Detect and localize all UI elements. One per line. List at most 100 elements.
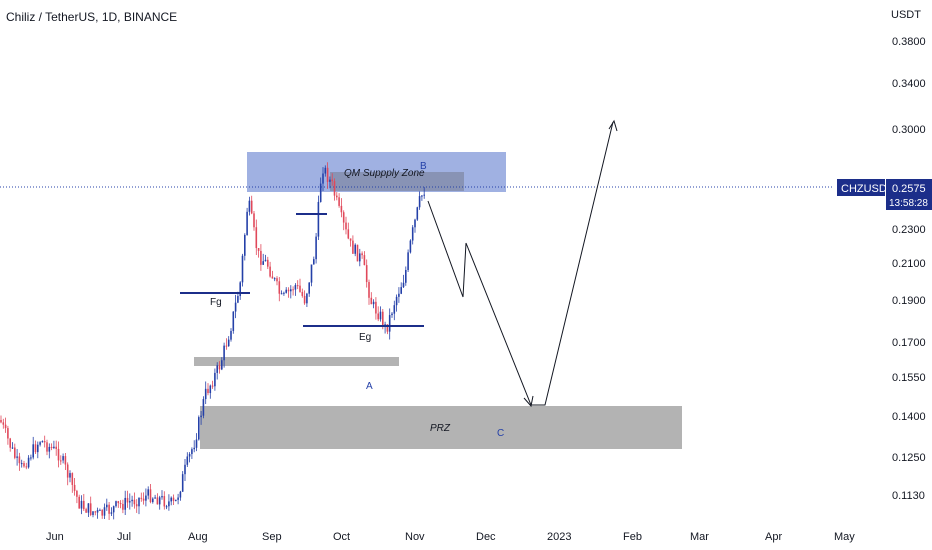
candle-body (416, 207, 419, 220)
candle-body (32, 444, 34, 458)
candle-body (145, 495, 147, 501)
x-tick: Apr (765, 531, 782, 543)
candle-body (14, 447, 16, 458)
candle-body (292, 289, 294, 291)
candle-body (218, 365, 221, 370)
candle-body (177, 497, 179, 500)
candle-body (368, 282, 370, 298)
candle-body (278, 281, 281, 294)
currency-label: USDT (891, 9, 921, 21)
candle-body (37, 444, 39, 453)
chart-title: Chiliz / TetherUS, 1D, BINANCE (6, 10, 178, 24)
candle-body (23, 463, 25, 467)
eg-label: Eg (359, 332, 371, 343)
candle-body (361, 253, 363, 256)
candle-body (246, 211, 248, 235)
candle-body (119, 503, 122, 505)
y-axis[interactable]: 0.3800 0.3400 0.3000 0.2300 0.2100 0.190… (892, 36, 926, 502)
candle-body (232, 311, 235, 331)
candle-body (168, 501, 170, 507)
candle-body (204, 388, 207, 400)
point-c-label: C (497, 428, 504, 439)
candle-body (340, 205, 343, 213)
candle-body (20, 463, 23, 465)
candle-body (329, 179, 331, 182)
x-axis[interactable]: Jun Jul Aug Sep Oct Nov Dec 2023 Feb Mar… (46, 531, 855, 543)
support-zone (194, 357, 399, 366)
candle-body (0, 420, 2, 423)
candle-body (283, 292, 285, 294)
candle-body (214, 372, 216, 387)
point-b-label: B (420, 161, 427, 172)
candle-body (76, 490, 78, 497)
candle-body (393, 305, 396, 314)
candle-body (193, 447, 195, 450)
candle-body (280, 293, 283, 295)
candle-body (221, 360, 223, 370)
candle-body (267, 259, 269, 267)
candle-body (257, 248, 260, 251)
candle-body (250, 200, 253, 214)
candle-body (103, 507, 106, 516)
candle-body (131, 499, 133, 502)
candle-body (133, 499, 136, 505)
candle-body (7, 428, 9, 439)
candle-body (255, 227, 258, 249)
x-tick: Nov (405, 531, 425, 543)
candle-body (191, 449, 193, 455)
candle-body (356, 244, 359, 262)
candle-body (303, 295, 306, 304)
candle-body (46, 442, 48, 452)
candle-body (296, 285, 299, 287)
candle-body (317, 201, 320, 237)
candle-body (402, 282, 405, 288)
candle-body (106, 504, 108, 508)
candle-body (69, 473, 71, 478)
candle-body (310, 264, 313, 283)
ticker-tag (837, 179, 885, 196)
candle-body (333, 181, 336, 196)
candle-body (207, 388, 209, 394)
candle-body (147, 489, 149, 496)
candle-body (331, 179, 333, 182)
candle-body (414, 219, 416, 228)
candle-body (129, 501, 131, 503)
candle-body (253, 213, 255, 228)
candle-body (287, 289, 290, 292)
candle-body (165, 506, 168, 508)
x-tick: Jul (117, 531, 131, 543)
candle-body (34, 444, 37, 453)
candle-body (27, 457, 30, 468)
x-tick: May (834, 531, 855, 543)
candle-body (388, 315, 391, 332)
candle-body (39, 442, 41, 445)
y-tick: 0.2300 (892, 224, 926, 236)
candle-body (319, 183, 322, 202)
candle-body (161, 496, 163, 498)
candle-body (223, 345, 225, 361)
candle-body (124, 497, 126, 510)
candle-body (73, 484, 76, 491)
candle-body (99, 509, 101, 511)
supply-zone-label: QM Suppply Zone (344, 168, 425, 179)
candle-body (152, 498, 154, 503)
candle-body (405, 269, 407, 283)
candle-body (342, 212, 345, 223)
candle-body (149, 489, 152, 503)
candle-body (386, 324, 389, 332)
candle-body (372, 301, 375, 305)
candle-body (244, 234, 246, 256)
candle-body (359, 253, 361, 262)
candle-body (80, 500, 83, 509)
candle-body (395, 296, 398, 306)
candle-body (285, 289, 287, 293)
candle-body (71, 473, 74, 485)
candle-body (276, 278, 278, 282)
candle-body (202, 399, 205, 416)
candle-body (345, 222, 347, 230)
candle-body (377, 313, 379, 320)
candle-body (423, 194, 425, 196)
prz-label: PRZ (430, 423, 451, 434)
candle-body (216, 365, 218, 373)
